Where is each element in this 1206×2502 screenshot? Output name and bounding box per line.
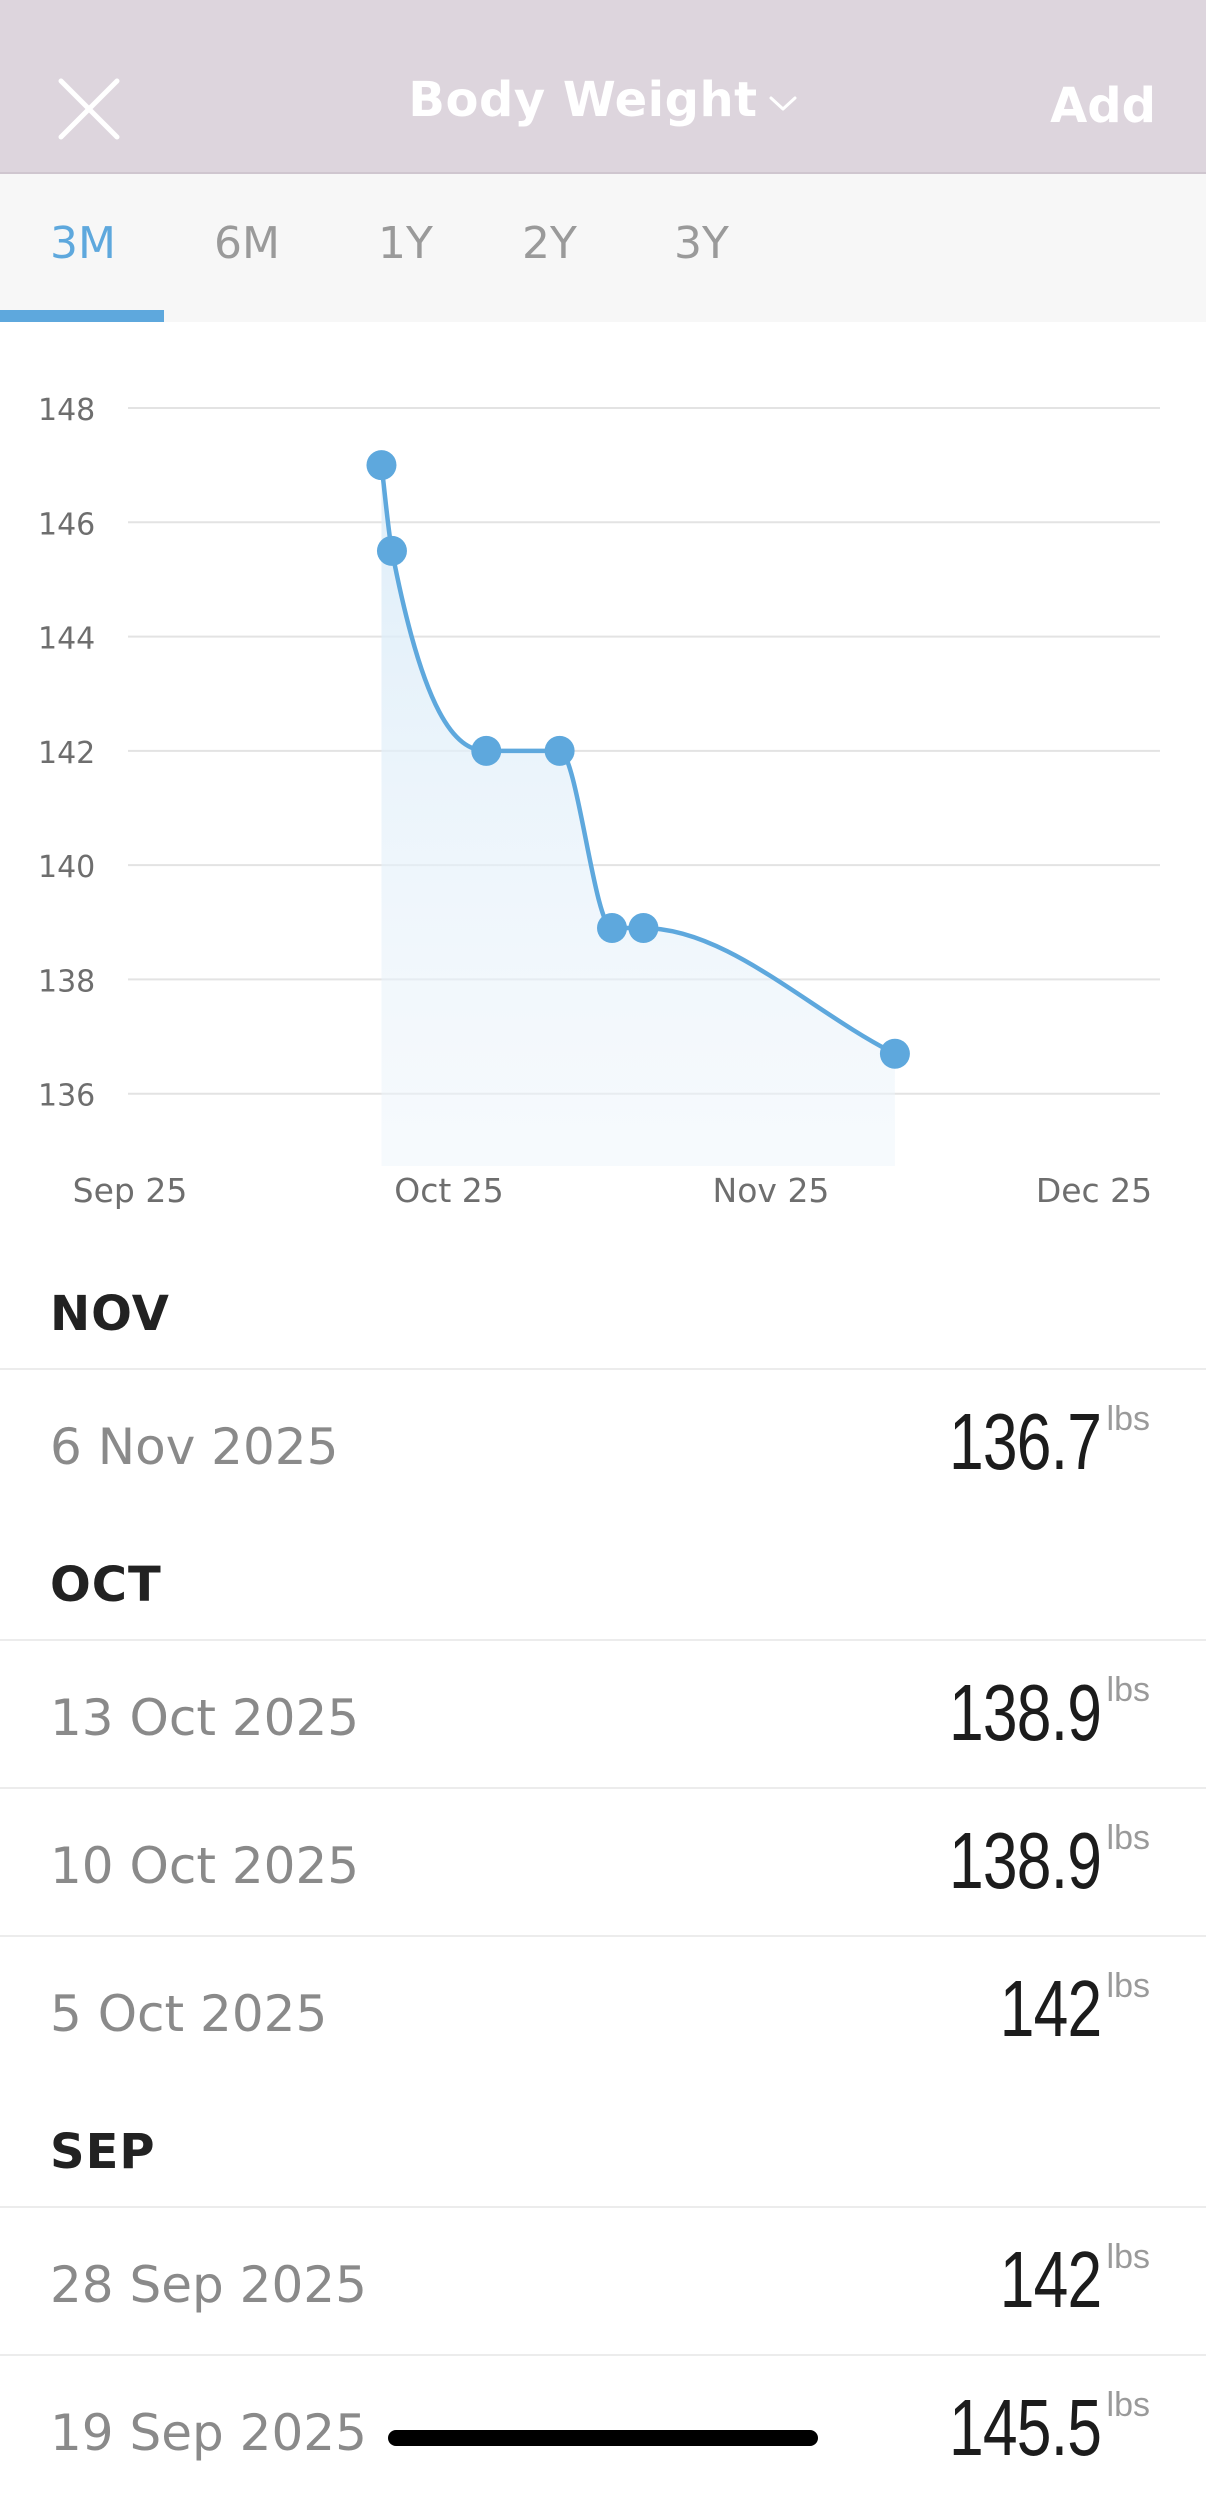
entry-weight-value: 138.9 [948,1668,1102,1757]
entry-unit: lbs [1106,1671,1150,1709]
close-button[interactable] [55,75,125,145]
month-section-header: SEP [50,2124,156,2180]
entry-weight-value: 142 [999,1964,1102,2053]
entry-unit: lbs [1106,1967,1150,2005]
data-point[interactable] [597,913,627,943]
weight-chart: 148 146 144 142 140 138 136 Sep 25 Oct 25 Nov 25… [0,322,1206,1240]
entry-unit: lbs [1106,1819,1150,1857]
weight-entry-row[interactable]: 19 Sep 2025 145.5 lbs [0,2354,1206,2502]
weight-entry-row[interactable]: 13 Oct 2025 138.9 lbs [0,1639,1206,1787]
y-tick-label: 146 [38,507,95,542]
tab-6m[interactable]: 6M [214,218,280,269]
tab-1y[interactable]: 1Y [378,218,433,269]
month-section-header: NOV [50,1286,170,1342]
month-section-header: OCT [50,1557,162,1613]
y-tick-label: 148 [38,393,95,428]
add-button[interactable]: Add [1050,78,1156,134]
active-tab-indicator [0,310,164,322]
metric-selector[interactable]: Body Weight [0,72,1206,128]
chevron-down-icon [768,70,798,126]
data-point[interactable] [628,913,659,943]
x-tick-label: Oct 25 [394,1171,504,1210]
tab-3m[interactable]: 3M [50,218,116,269]
x-tick-label: Nov 25 [713,1171,830,1210]
entry-date: 10 Oct 2025 [50,1837,360,1895]
tab-3y[interactable]: 3Y [674,218,729,269]
data-point[interactable] [879,1038,910,1069]
weight-entry-row[interactable]: 5 Oct 2025 142 lbs [0,1935,1206,2083]
entry-date: 28 Sep 2025 [50,2256,367,2314]
entry-unit: lbs [1106,1400,1150,1438]
entry-weight-value: 145.5 [948,2383,1102,2472]
weight-entry-row[interactable]: 28 Sep 2025 142 lbs [0,2206,1206,2354]
y-tick-label: 142 [38,736,95,771]
data-point[interactable] [376,535,407,566]
y-tick-label: 136 [38,1079,95,1114]
weight-chart-svg: 148 146 144 142 140 138 136 Sep 25 Oct 25 Nov 25… [38,393,1160,1210]
entry-date: 13 Oct 2025 [50,1689,360,1747]
y-tick-label: 138 [38,964,95,999]
entry-weight-value: 142 [999,2235,1102,2324]
data-point[interactable] [544,735,575,766]
entry-weight-value: 138.9 [948,1816,1102,1905]
x-tick-label: Sep 25 [73,1171,188,1210]
page-title: Body Weight [408,72,758,128]
home-indicator [388,2430,818,2446]
y-tick-label: 144 [38,622,95,657]
range-tabs: 3M 6M 1Y 2Y 3Y [0,174,1206,322]
weight-entry-row[interactable]: 6 Nov 2025 136.7 lbs [0,1368,1206,1516]
entry-weight-value: 136.7 [948,1397,1102,1486]
y-tick-label: 140 [38,850,95,885]
data-point[interactable] [471,735,502,766]
close-icon [58,78,120,140]
entry-date: 19 Sep 2025 [50,2404,367,2462]
tab-2y[interactable]: 2Y [522,218,577,269]
entry-date: 5 Oct 2025 [50,1985,328,2043]
top-bar: Body Weight Add [0,0,1206,174]
weight-area-fill [381,465,895,1167]
entry-date: 6 Nov 2025 [50,1418,339,1476]
data-point[interactable] [366,450,397,481]
weight-entry-row[interactable]: 10 Oct 2025 138.9 lbs [0,1787,1206,1935]
x-tick-label: Dec 25 [1036,1171,1152,1210]
entry-unit: lbs [1106,2238,1150,2276]
entry-unit: lbs [1106,2386,1150,2424]
